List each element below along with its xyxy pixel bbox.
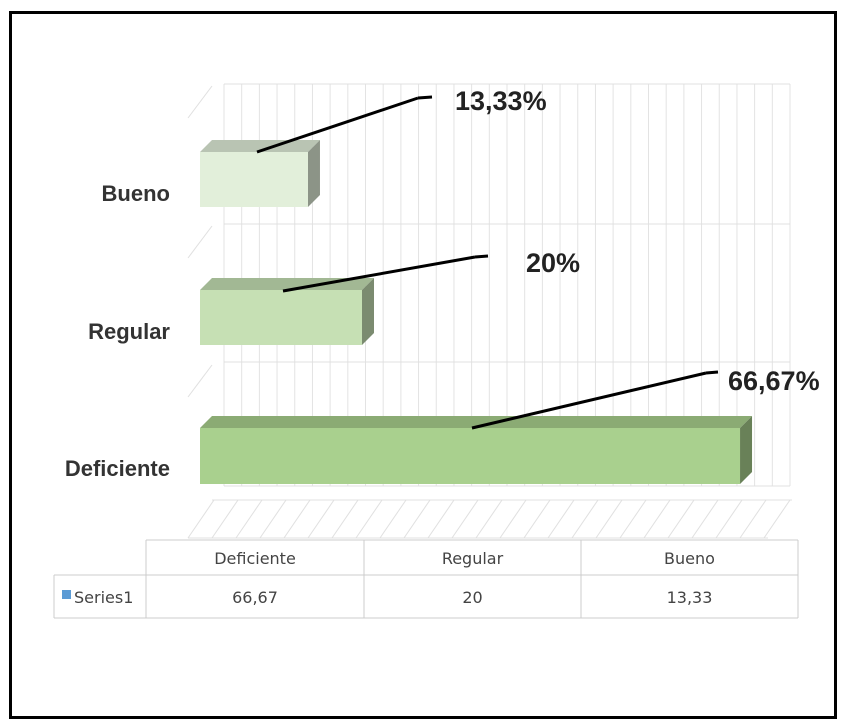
- leader-line: [256, 96, 419, 154]
- leader-lines: [256, 95, 719, 430]
- side-wall-line: [187, 85, 213, 119]
- category-label: Deficiente: [65, 456, 170, 481]
- leader-tick: [474, 254, 489, 259]
- category-labels: Deficiente Regular Bueno: [65, 181, 171, 481]
- leader-line: [282, 255, 476, 293]
- floor-line: [763, 499, 791, 539]
- side-wall-line: [187, 364, 213, 398]
- floor-line: [235, 499, 263, 539]
- chart-frame: [9, 11, 837, 719]
- bar-side-face: [740, 416, 753, 484]
- bar-front-face: [200, 428, 741, 484]
- data-label: 20%: [526, 248, 580, 278]
- floor-line: [211, 499, 239, 539]
- floor-line: [739, 499, 767, 539]
- bar-side-face: [362, 278, 374, 345]
- floor-line: [475, 499, 503, 539]
- leader-line: [471, 371, 707, 430]
- floor-line: [523, 499, 551, 539]
- floor-line: [451, 499, 479, 539]
- floor-line: [307, 499, 335, 539]
- leader-tick: [705, 370, 719, 375]
- bar-deficiente: [200, 416, 753, 484]
- table-value-cell: 20: [462, 588, 482, 607]
- data-labels: 66,67% 20% 13,33%: [455, 86, 820, 396]
- bar-top-face: [200, 140, 320, 152]
- floor-line: [187, 499, 215, 539]
- floor-line: [259, 499, 287, 539]
- data-label: 13,33%: [455, 86, 547, 116]
- floor-line: [427, 499, 455, 539]
- floor-line: [571, 499, 599, 539]
- leader-tick: [417, 95, 433, 100]
- floor-line: [379, 499, 407, 539]
- table-value-cell: 66,67: [232, 588, 278, 607]
- floor-line: [715, 499, 743, 539]
- bar-bueno: [200, 140, 320, 207]
- floor-line: [547, 499, 575, 539]
- table-header-cell: Deficiente: [214, 549, 296, 568]
- floor-line: [667, 499, 695, 539]
- floor-line: [499, 499, 527, 539]
- category-label: Regular: [88, 319, 170, 344]
- side-wall-line: [187, 225, 213, 259]
- bar-front-face: [200, 152, 308, 207]
- bar-top-face: [200, 416, 753, 428]
- floor-line: [355, 499, 383, 539]
- bar-front-face: [200, 290, 362, 345]
- floor-line: [691, 499, 719, 539]
- floor-line: [403, 499, 431, 539]
- bar-regular: [200, 278, 374, 345]
- series-name: Series1: [74, 588, 133, 607]
- floor-line: [595, 499, 623, 539]
- bar-top-face: [200, 278, 374, 290]
- category-label: Bueno: [102, 181, 170, 206]
- table-value-cell: 13,33: [667, 588, 713, 607]
- bars-group: [200, 140, 753, 484]
- data-table: Deficiente Regular Bueno Series1 66,67 20 13,3…: [53, 539, 799, 619]
- table-header-cell: Bueno: [664, 549, 715, 568]
- table-header-cell: Regular: [442, 549, 504, 568]
- floor-line: [283, 499, 311, 539]
- floor-line: [643, 499, 671, 539]
- legend-key-icon: [62, 590, 71, 599]
- data-label: 66,67%: [728, 366, 820, 396]
- bar-side-face: [307, 140, 320, 207]
- floor-line: [619, 499, 647, 539]
- floor-line: [331, 499, 359, 539]
